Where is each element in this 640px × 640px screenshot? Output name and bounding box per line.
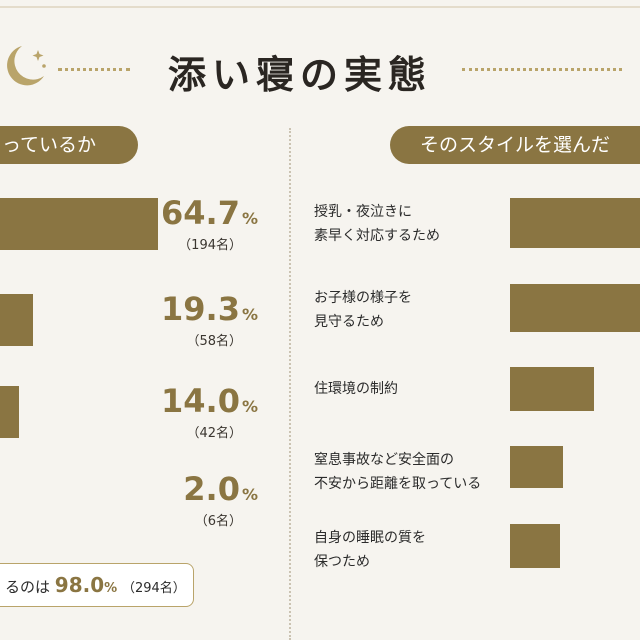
left-value-label-4: 2.0%	[183, 470, 258, 508]
reason-bar-3	[510, 367, 594, 411]
reason-label-5: 自身の睡眠の質を 保つため	[314, 526, 504, 574]
reason-label-3: 住環境の制約	[314, 377, 504, 401]
summary-prefix: るのは	[5, 578, 51, 596]
reason-label-5-line-2: 保つため	[314, 554, 370, 570]
reason-label-4-line-1: 窒息事故など安全面の	[314, 452, 454, 468]
reason-label-3-line-1: 住環境の制約	[314, 381, 398, 397]
left-bar-3	[0, 386, 19, 438]
reason-bar-2	[510, 284, 640, 332]
left-value-number-3: 14.0	[161, 382, 240, 420]
left-value-unit-3: %	[241, 397, 258, 416]
reason-bar-1	[510, 198, 640, 248]
left-section-header: っているか	[0, 126, 138, 164]
title-dots-right	[462, 68, 622, 71]
left-value-unit-1: %	[241, 209, 258, 228]
reason-label-1-line-1: 授乳・夜泣きに	[314, 204, 412, 220]
crescent-moon-icon	[7, 46, 46, 86]
column-divider	[289, 128, 291, 640]
left-value-unit-2: %	[241, 305, 258, 324]
reason-label-1: 授乳・夜泣きに素早く対応するため	[314, 200, 504, 248]
left-section-header-text: っているか	[2, 134, 97, 156]
reason-label-2: お子様の様子を 見守るため	[314, 286, 504, 334]
summary-box: るのは 98.0% （294名）	[0, 563, 194, 607]
reason-label-2-line-2: 見守るため	[314, 314, 384, 330]
summary-value: 98.0	[54, 573, 105, 597]
reason-label-2-line-1: お子様の様子を	[314, 290, 412, 306]
left-count-label-3: （42名）	[186, 426, 242, 441]
reason-bar-4	[510, 446, 563, 488]
left-value-unit-4: %	[241, 485, 258, 504]
right-section-header-text: そのスタイルを選んだ	[420, 134, 611, 156]
title-row: 添い寝の実態	[0, 38, 640, 98]
left-value-number-1: 64.7	[161, 194, 240, 232]
reason-label-4-line-2: 不安から距離を取っている	[314, 476, 482, 492]
reason-bar-5	[510, 524, 560, 568]
left-value-number-4: 2.0	[183, 470, 240, 508]
summary-count: （294名）	[121, 581, 186, 596]
right-section-header: そのスタイルを選んだ	[390, 126, 640, 164]
top-border	[0, 6, 640, 8]
reason-label-5-line-1: 自身の睡眠の質を	[314, 530, 426, 546]
left-value-number-2: 19.3	[161, 290, 240, 328]
left-bar-1	[0, 198, 158, 250]
reason-label-4: 窒息事故など安全面の不安から距離を取っている	[314, 448, 504, 496]
left-bar-2	[0, 294, 33, 346]
reason-label-1-line-2: 素早く対応するため	[314, 228, 440, 244]
summary-unit: %	[104, 581, 118, 596]
left-value-label-3: 14.0%	[161, 382, 258, 420]
left-count-label-1: （194名）	[178, 238, 242, 253]
page-title: 添い寝の実態	[167, 53, 432, 97]
title-dots-left	[58, 68, 130, 71]
left-value-label-1: 64.7%	[161, 194, 258, 232]
left-value-label-2: 19.3%	[161, 290, 258, 328]
left-count-label-4: （6名）	[194, 514, 242, 529]
left-count-label-2: （58名）	[186, 334, 242, 349]
